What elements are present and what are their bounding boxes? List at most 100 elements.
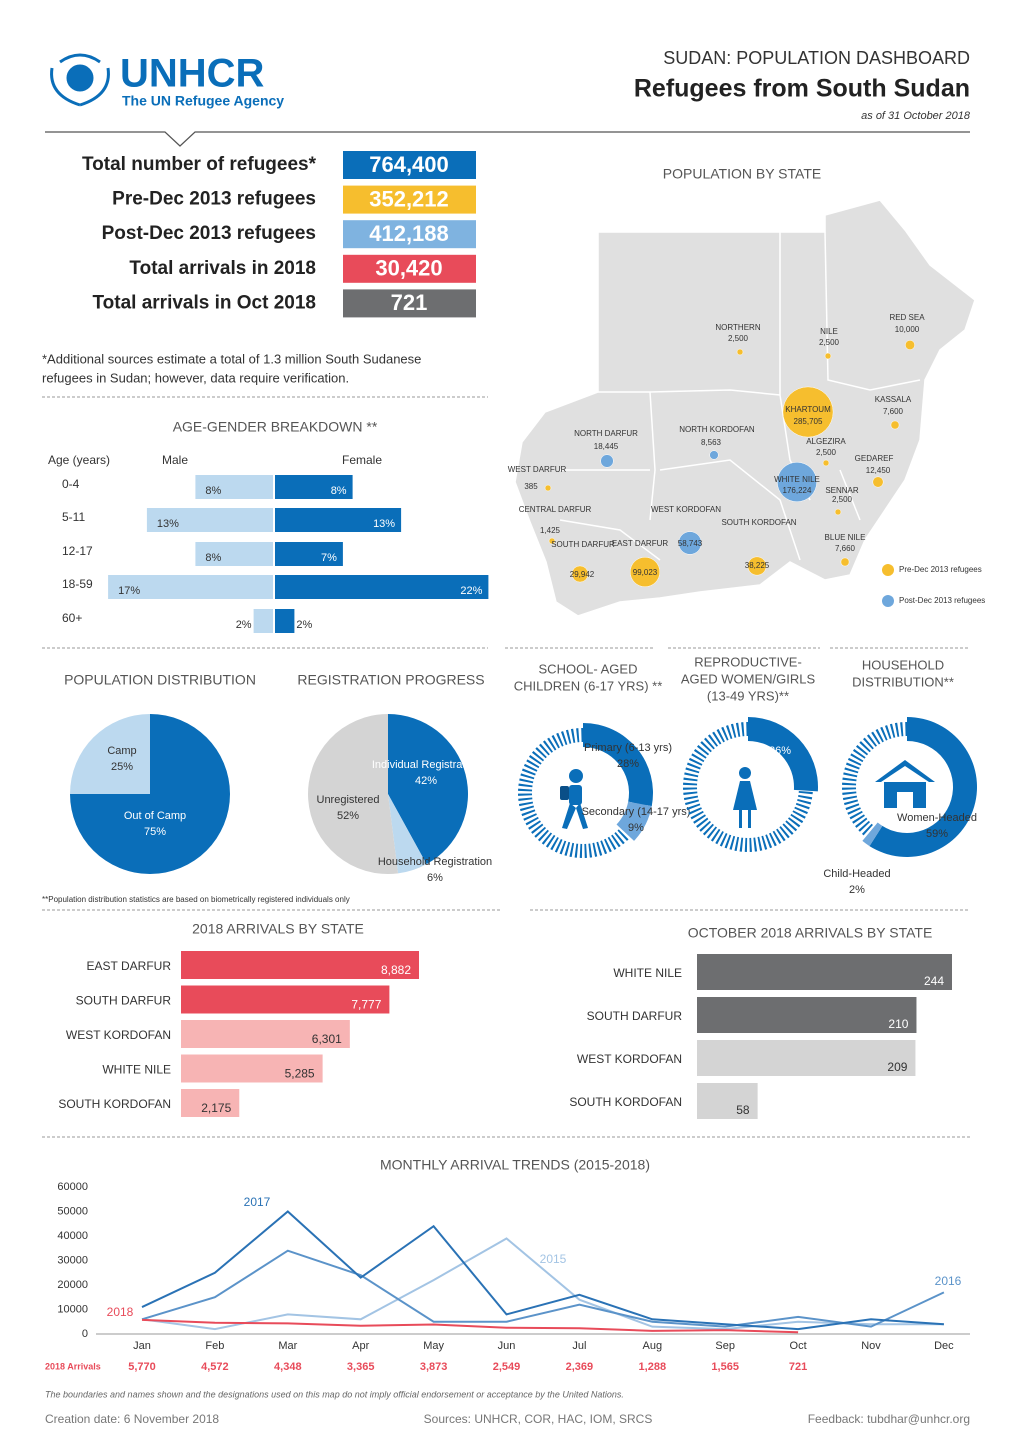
state-value: 38,225	[745, 561, 770, 570]
category: 12-17	[62, 544, 93, 558]
x-tick-label: Dec	[934, 1340, 954, 1352]
value-label: 7,777	[351, 998, 381, 1012]
slice-value: 25%	[111, 761, 133, 773]
state-bubble	[709, 450, 719, 460]
arrival-value: 3,873	[420, 1361, 448, 1373]
dashboard-name: SUDAN: POPULATION DASHBOARD	[663, 48, 970, 68]
series-label: 2018	[107, 1305, 134, 1319]
state-bubble	[822, 459, 830, 467]
row-label: 2018 Arrivals	[45, 1361, 101, 1371]
state-bubble	[824, 352, 832, 360]
state-value: 2,500	[816, 448, 837, 457]
bar	[181, 985, 390, 1014]
x-tick-label: Jan	[133, 1340, 151, 1352]
slice-label: Individual Registration	[372, 759, 480, 771]
arrival-value: 1,288	[639, 1361, 667, 1373]
key-figure-label: Total arrivals in 2018	[129, 258, 316, 279]
key-figure-label: Total number of refugees*	[82, 154, 317, 175]
bar	[697, 954, 952, 990]
state-name: KHARTOUM	[785, 405, 831, 414]
arrival-value: 2,549	[493, 1361, 521, 1373]
chart-title: CHILDREN (6-17 YRS) **	[514, 678, 663, 693]
key-figure-box	[343, 220, 476, 249]
state-value: 7,660	[835, 544, 856, 553]
state-value: 285,705	[794, 417, 823, 426]
pie-slice	[388, 794, 427, 874]
key-figure-box	[343, 151, 476, 179]
state-value: 10,000	[895, 325, 920, 334]
child-icon	[560, 769, 588, 829]
org-subtitle: The UN Refugee Agency	[122, 93, 284, 109]
chart-title: POPULATION DISTRIBUTION	[64, 672, 256, 688]
chart-title: AGE-GENDER BREAKDOWN **	[173, 419, 378, 435]
x-tick-label: Feb	[205, 1340, 224, 1352]
line-series	[141, 1249, 945, 1328]
legend-label: Post-Dec 2013 refugees	[899, 596, 985, 605]
value-label: 8%	[205, 485, 221, 497]
value-label: 8%	[331, 485, 347, 497]
title: Refugees from South Sudan	[634, 75, 970, 103]
segment-value: 26%	[769, 745, 791, 757]
value-label: 209	[887, 1060, 907, 1074]
value-label: 13%	[157, 518, 179, 530]
x-tick-label: Apr	[352, 1340, 369, 1352]
state-name: SOUTH KORDOFAN	[721, 518, 796, 527]
arrival-value: 1,565	[711, 1361, 739, 1373]
x-tick-label: Jul	[572, 1340, 586, 1352]
state-value: 29,942	[570, 570, 595, 579]
segment-value: 59%	[926, 828, 948, 840]
state-name: CENTRAL DARFUR	[519, 505, 592, 514]
value-label: 210	[888, 1017, 908, 1031]
line-series	[141, 1210, 944, 1331]
category: 60+	[62, 611, 82, 625]
state-name: NORTH DARFUR	[574, 429, 638, 438]
arrival-value: 4,348	[274, 1361, 302, 1373]
disclaimer: The boundaries and names shown and the d…	[45, 1389, 624, 1399]
key-figure-value: 721	[391, 290, 428, 315]
chart-title: OCTOBER 2018 ARRIVALS BY STATE	[688, 925, 933, 941]
x-tick-label: Mar	[278, 1340, 297, 1352]
bar	[697, 997, 917, 1033]
state-bubble	[548, 537, 556, 545]
state-name: GEDAREF	[855, 454, 894, 463]
map-outline	[514, 199, 976, 617]
segment-label: Child-Headed	[823, 868, 890, 880]
slice-value: 52%	[337, 810, 359, 822]
state-name: KASSALA	[875, 395, 912, 404]
legend-swatch	[882, 595, 894, 607]
chart-title: SCHOOL- AGED	[539, 661, 638, 676]
chart-title: MONTHLY ARRIVAL TRENDS (2015-2018)	[380, 1157, 650, 1173]
category: WEST KORDOFAN	[577, 1052, 682, 1066]
bar	[195, 542, 273, 566]
category-label: Age (years)	[48, 453, 110, 467]
y-tick-label: 50000	[57, 1205, 88, 1217]
slice-label: Out of Camp	[124, 810, 186, 822]
chart-title: REGISTRATION PROGRESS	[297, 672, 484, 688]
category: WEST KORDOFAN	[66, 1028, 171, 1042]
y-tick-label: 0	[82, 1328, 88, 1340]
category: WHITE NILE	[102, 1063, 171, 1077]
bar	[275, 475, 353, 499]
key-figure-value: 30,420	[375, 256, 442, 281]
category: 18-59	[62, 577, 93, 591]
sources: Sources: UNHCR, COR, HAC, IOM, SRCS	[424, 1412, 653, 1426]
bar	[697, 1083, 758, 1119]
value-label: 2,175	[201, 1101, 231, 1115]
state-name: SOUTH DARFUR	[551, 540, 615, 549]
key-figure-label: Post-Dec 2013 refugees	[102, 223, 316, 244]
value-label: 17%	[118, 585, 140, 597]
arrival-value: 721	[789, 1361, 807, 1373]
y-tick-label: 60000	[57, 1181, 88, 1193]
state-bubble	[890, 420, 900, 430]
logo	[50, 53, 110, 107]
date: as of 31 October 2018	[861, 110, 971, 122]
chart-title: 2018 ARRIVALS BY STATE	[192, 921, 364, 937]
state-name: RED SEA	[889, 313, 925, 322]
chart-title: (13-49 YRS)**	[707, 688, 789, 703]
bar	[146, 508, 273, 532]
state-bubble	[747, 556, 767, 576]
key-figure-box	[343, 185, 476, 214]
key-figure-value: 352,212	[369, 186, 449, 211]
state-value: 8,563	[701, 438, 722, 447]
state-name: NORTH KORDOFAN	[679, 425, 755, 434]
